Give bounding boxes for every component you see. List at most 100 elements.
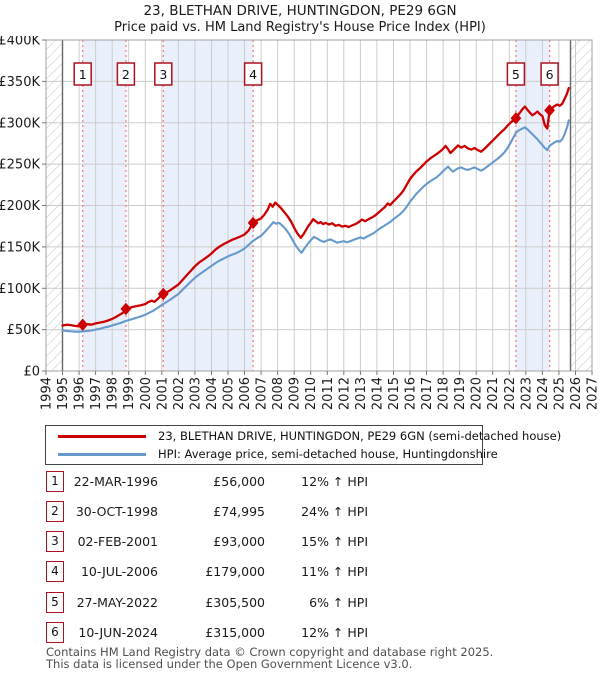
sale-hpi-change: 12% ↑ HPI	[301, 625, 368, 640]
x-tick-label: 2014	[370, 377, 385, 410]
sale-price: £179,000	[205, 564, 265, 579]
data-range-edges	[61, 40, 572, 371]
x-tick-label: 2018	[437, 377, 452, 410]
x-tick-label: 2019	[453, 377, 468, 410]
x-tick-label: 2027	[586, 377, 600, 410]
footer-line-2: This data is licensed under the Open Gov…	[46, 657, 413, 671]
sale-markers	[77, 104, 555, 331]
sale-diamond-marker	[77, 318, 89, 331]
sale-price: £93,000	[213, 534, 265, 549]
sale-number-box	[116, 62, 136, 86]
sale-date: 27-MAY-2022	[76, 595, 158, 610]
sale-hpi-change: 6% ↑ HPI	[309, 595, 368, 610]
sale-price: £305,500	[205, 595, 265, 610]
license-footer: Contains HM Land Registry data © Crown c…	[46, 646, 493, 670]
x-tick-label: 2000	[139, 377, 154, 410]
x-tick-label: 2010	[304, 377, 319, 410]
table-row: 1 22-MAR-1996 £56,000 12% ↑ HPI	[0, 471, 600, 493]
legend-row-property: 23, BLETHAN DRIVE, HUNTINGDON, PE29 6GN …	[46, 427, 561, 445]
sale-number-box	[243, 62, 263, 86]
chart-legend: 23, BLETHAN DRIVE, HUNTINGDON, PE29 6GN …	[45, 425, 561, 465]
x-tick-label: 2005	[222, 377, 237, 410]
legend-label-property: 23, BLETHAN DRIVE, HUNTINGDON, PE29 6GN …	[158, 429, 562, 443]
y-tick-label: £0	[23, 365, 40, 380]
x-tick-label: 2021	[486, 377, 501, 410]
x-tick-label: 2003	[188, 377, 203, 410]
sale-number-box	[73, 62, 92, 86]
axis-labels: £0 £50K £100K £150K £200K £250K £300K £350K £400…	[0, 36, 600, 410]
y-tick-label: £50K	[7, 323, 41, 338]
sale-number-boxes: 1 2 3 4 5 6	[73, 62, 559, 86]
series-lines	[61, 86, 570, 333]
x-tick-label: 2026	[569, 377, 584, 410]
table-row: 4 10-JUL-2006 £179,000 11% ↑ HPI	[0, 561, 600, 583]
sale-date: 02-FEB-2001	[77, 534, 158, 549]
x-tick-label: 2004	[205, 377, 220, 410]
x-tick-label: 1999	[122, 377, 137, 410]
y-tick-label: £200K	[0, 199, 40, 214]
y-tick-label: £400K	[0, 36, 40, 49]
x-tick-label: 2016	[404, 377, 419, 410]
sale-diamond-marker	[120, 302, 132, 316]
sale-number-badge: 3	[46, 531, 64, 552]
x-tick-label: 2020	[470, 377, 485, 410]
sale-number-badge: 1	[46, 471, 64, 492]
sale-number-label: 6	[546, 67, 554, 82]
table-row: 5 27-MAY-2022 £305,500 6% ↑ HPI	[0, 592, 600, 614]
table-row: 2 30-OCT-1998 £74,995 24% ↑ HPI	[0, 501, 600, 523]
sale-number-box	[154, 62, 173, 86]
y-tick-label: £300K	[0, 116, 40, 131]
page-title: 23, BLETHAN DRIVE, HUNTINGDON, PE29 6GN	[143, 3, 457, 19]
table-row: 3 02-FEB-2001 £93,000 15% ↑ HPI	[0, 531, 600, 553]
sale-number-label: 1	[79, 67, 87, 82]
sale-hpi-change: 15% ↑ HPI	[301, 534, 368, 549]
sale-price: £56,000	[213, 474, 265, 489]
sale-number-label: 2	[122, 67, 130, 82]
x-tick-label: 1994	[40, 377, 55, 410]
x-tick-label: 1996	[73, 377, 88, 410]
legend-label-hpi: HPI: Average price, semi-detached house,…	[158, 447, 498, 461]
x-tick-label: 1997	[89, 377, 104, 410]
sale-number-box	[506, 62, 526, 86]
price-history-chart: 1 2 3 4 5 6 £0 £50K £100K £150K £200K £250K £300K £35…	[0, 36, 600, 410]
x-tick-label: 2023	[519, 377, 534, 410]
sale-number-badge: 4	[46, 561, 64, 582]
y-tick-label: £100K	[0, 282, 40, 297]
sale-number-badge: 5	[46, 592, 64, 613]
sale-diamond-marker	[510, 112, 522, 125]
x-tick-label: 2024	[536, 377, 551, 410]
x-tick-label: 2022	[503, 377, 518, 410]
sale-date: 30-OCT-1998	[75, 504, 158, 519]
legend-row-hpi: HPI: Average price, semi-detached house,…	[46, 445, 498, 463]
sale-date-lines	[82, 40, 551, 371]
sale-number-label: 5	[512, 67, 520, 82]
sale-number-box	[540, 62, 559, 86]
x-tick-label: 2006	[238, 377, 253, 410]
hpi-series-line	[61, 119, 570, 333]
sale-diamond-marker	[157, 287, 169, 301]
sale-hpi-change: 24% ↑ HPI	[301, 504, 368, 519]
sale-diamond-marker	[544, 104, 555, 117]
sale-date: 22-MAR-1996	[73, 474, 158, 489]
property-line-swatch	[58, 434, 146, 438]
sale-number-badge: 6	[46, 622, 64, 643]
x-tick-label: 2001	[155, 377, 170, 410]
x-tick-label: 2007	[255, 377, 270, 410]
x-tick-label: 1995	[56, 377, 71, 410]
sale-price: £315,000	[205, 625, 265, 640]
sale-price: £74,995	[213, 504, 265, 519]
x-tick-label: 1998	[106, 377, 121, 410]
sale-number-label: 3	[159, 67, 167, 82]
x-tick-label: 2012	[337, 377, 352, 410]
table-row: 6 10-JUN-2024 £315,000 12% ↑ HPI	[0, 622, 600, 644]
sale-date: 10-JUL-2006	[80, 564, 158, 579]
sale-date: 10-JUN-2024	[78, 625, 158, 640]
x-tick-label: 2008	[271, 377, 286, 410]
sale-number-badge: 2	[46, 501, 64, 522]
page-subtitle: Price paid vs. HM Land Registry's House …	[114, 20, 486, 35]
sale-hpi-change: 11% ↑ HPI	[301, 564, 368, 579]
sale-number-label: 4	[249, 67, 257, 82]
property-series-line	[61, 86, 570, 328]
y-tick-label: £350K	[0, 75, 40, 90]
